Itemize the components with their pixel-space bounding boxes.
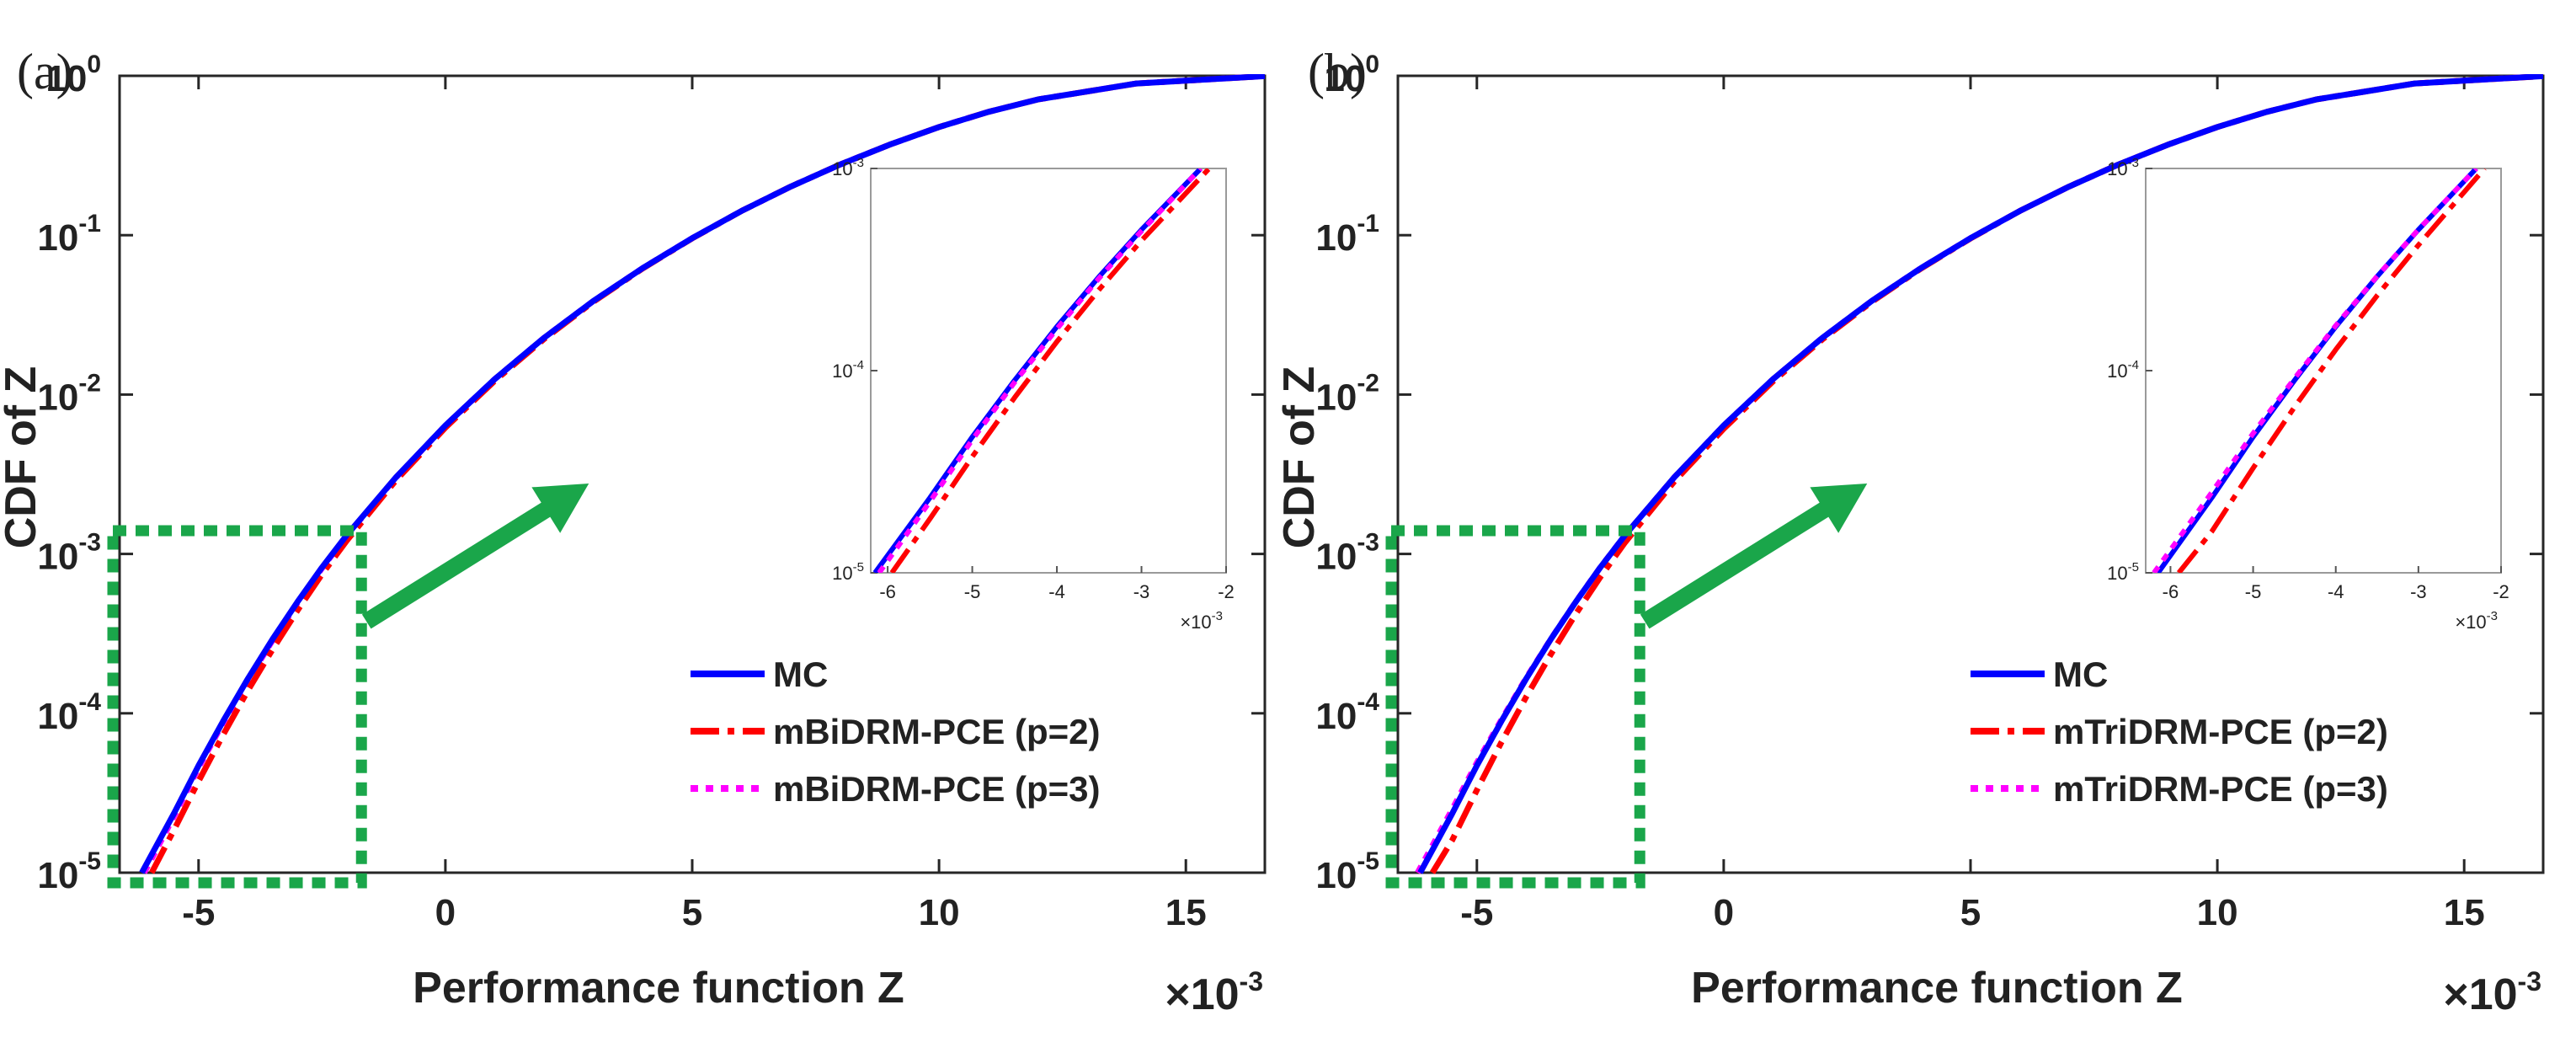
inset-y-tick-label: 10-4 — [2107, 358, 2139, 382]
y-tick-label: 10-3 — [37, 529, 101, 578]
legend-entry: MC — [773, 655, 828, 694]
x-tick-label: 5 — [1960, 892, 1981, 933]
series-group — [139, 74, 1265, 874]
y-tick-label: 100 — [45, 51, 101, 99]
inset-series-group — [2152, 168, 2487, 573]
series-group — [1415, 74, 2543, 874]
panel-label: (b) — [1308, 44, 1367, 99]
x-tick-label: 10 — [2197, 892, 2238, 933]
panel-b: 10-5 10-4 10-3 10-2 10-1 100 -5 0 5 10 15 Performan… — [1275, 44, 2545, 1019]
inset-x-tick-label: -5 — [964, 581, 981, 602]
y-tick-label: 10-5 — [37, 847, 101, 896]
y-axis-label: CDF of Z — [1275, 366, 1324, 549]
inset: 10-5 10-4 10-3 -6 -5 -4 -3 -2 ×10-3 — [2107, 156, 2509, 633]
x-tick-label: -5 — [182, 892, 215, 933]
x-axis-label: Performance function Z — [413, 964, 904, 1013]
panel-a: 10-5 10-4 10-3 10-2 10-1 100 -5 0 5 10 15 Performan… — [0, 44, 1267, 1019]
inset-series-group — [872, 168, 1212, 573]
y-tick-label: 10-2 — [37, 369, 101, 418]
x-axis-multiplier: ×10-3 — [2443, 966, 2541, 1019]
zoom-box — [107, 525, 367, 889]
inset: 10-5 10-4 10-3 -6 -5 -4 -3 -2 ×10-3 — [832, 156, 1235, 633]
series-solid — [1417, 74, 2543, 874]
inset-x-tick-label: -5 — [2245, 581, 2262, 602]
inset-series-ff00ff — [2152, 168, 2478, 573]
y-tick-label: 10-4 — [1315, 688, 1379, 737]
inset-y-tick-label: 10-3 — [832, 156, 864, 179]
inset-y-tick-label: 10-5 — [2107, 560, 2139, 584]
inset-y-tick-label: 10-5 — [832, 560, 864, 584]
y-tick-label: 10-3 — [1315, 529, 1379, 578]
inset-series-ff0000 — [889, 168, 1212, 573]
inset-x-tick-label: -6 — [2163, 581, 2179, 602]
inset-x-tick-label: -4 — [1048, 581, 1065, 602]
y-tick-label: 10-5 — [1315, 847, 1379, 896]
legend: MC mBiDRM-PCE (p=2) mBiDRM-PCE (p=3) — [691, 655, 1101, 809]
x-tick-label: 0 — [1714, 892, 1734, 933]
inset-series-0000ff — [2156, 168, 2478, 573]
legend-entry: mBiDRM-PCE (p=2) — [773, 712, 1101, 751]
inset-x-tick-label: -6 — [879, 581, 896, 602]
legend: MC mTriDRM-PCE (p=2) mTriDRM-PCE (p=3) — [1971, 655, 2388, 809]
x-tick-label: -5 — [1460, 892, 1493, 933]
y-tick-label: 10-2 — [1315, 369, 1379, 418]
zoom-arrow — [361, 491, 568, 629]
inset-x-tick-label: -2 — [1218, 581, 1235, 602]
inset-x-multiplier: ×10-3 — [2455, 609, 2498, 633]
x-tick-label: 15 — [1165, 892, 1207, 933]
x-tick-label: 15 — [2444, 892, 2485, 933]
inset-y-tick-label: 10-4 — [832, 358, 864, 382]
inset-series-0000ff — [872, 168, 1203, 573]
legend-entry: MC — [2053, 655, 2108, 694]
zoom-arrow — [1640, 491, 1847, 629]
series-solid — [139, 74, 1265, 874]
zoom-arrow-head — [531, 483, 589, 533]
panel-label: (a) — [17, 44, 73, 99]
y-tick-label: 10-4 — [37, 688, 101, 737]
inset-x-tick-label: -2 — [2493, 581, 2509, 602]
x-axis-multiplier: ×10-3 — [1165, 966, 1263, 1019]
legend-entry: mTriDRM-PCE (p=2) — [2053, 712, 2388, 751]
y-axis-label: CDF of Z — [0, 366, 45, 549]
inset-x-tick-label: -4 — [2328, 581, 2344, 602]
x-tick-label: 10 — [919, 892, 960, 933]
y-tick-label: 10-1 — [1315, 210, 1379, 259]
x-tick-label: 5 — [682, 892, 702, 933]
inset-box — [870, 168, 1227, 574]
zoom-arrow-head — [1810, 483, 1868, 533]
legend-entry: mBiDRM-PCE (p=3) — [773, 769, 1101, 809]
inset-series-ff0000 — [2176, 168, 2487, 573]
inset-x-tick-label: -3 — [1133, 581, 1150, 602]
y-tick-label: 10-1 — [37, 210, 101, 259]
x-axis-label: Performance function Z — [1691, 964, 2183, 1013]
inset-y-tick-label: 10-3 — [2107, 156, 2139, 179]
inset-x-tick-label: -3 — [2410, 581, 2427, 602]
x-tick-label: 0 — [435, 892, 456, 933]
zoom-box — [1385, 525, 1645, 889]
inset-x-multiplier: ×10-3 — [1180, 609, 1223, 633]
legend-entry: mTriDRM-PCE (p=3) — [2053, 769, 2388, 809]
y-tick-label: 100 — [1324, 51, 1379, 99]
